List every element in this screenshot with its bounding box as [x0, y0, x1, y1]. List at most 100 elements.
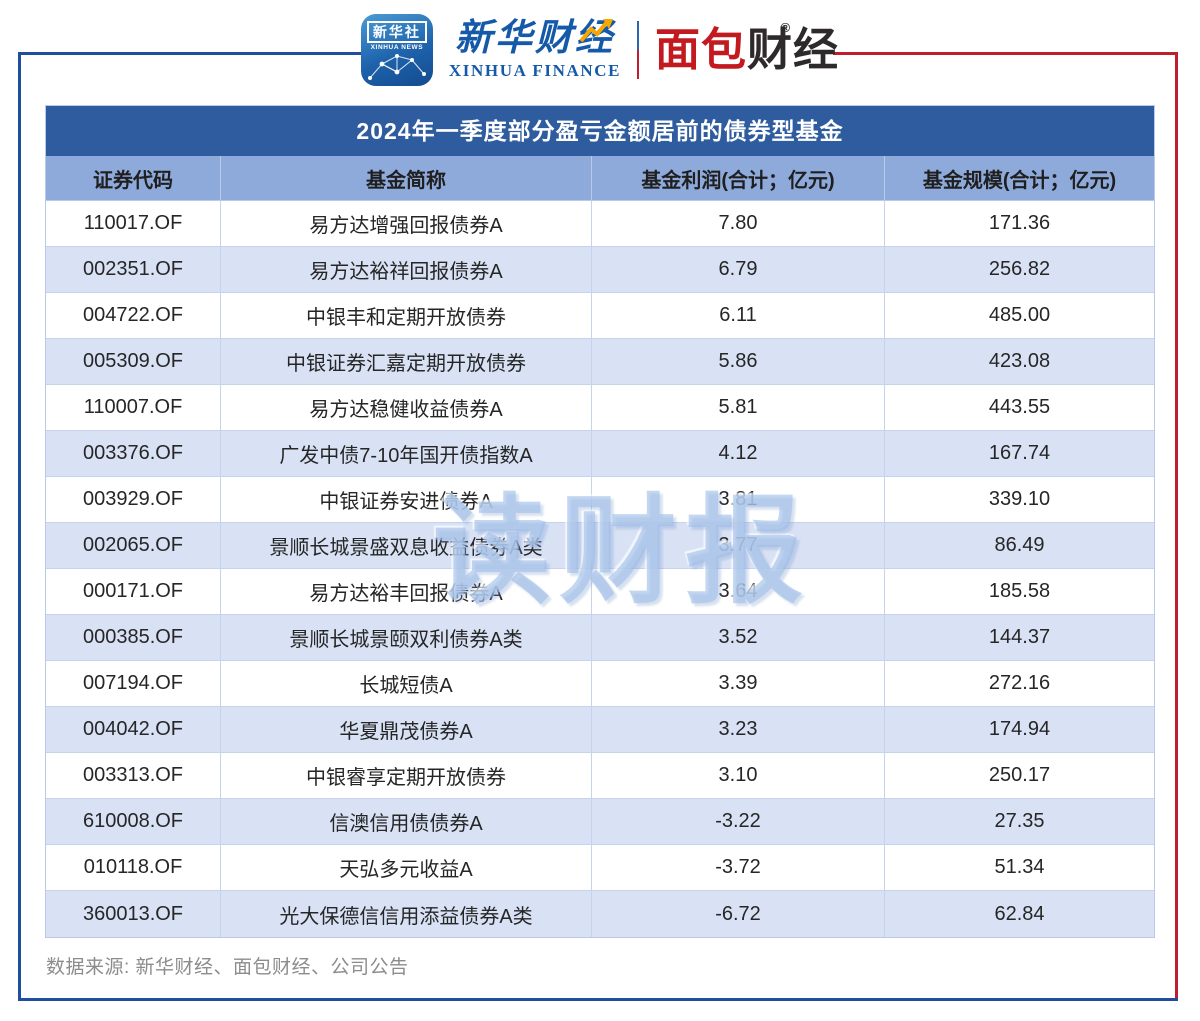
- xinhua-news-app-subtitle: XINHUA NEWS: [370, 44, 424, 51]
- table-row: 003313.OF 中银睿享定期开放债券 3.10 250.17: [46, 753, 1154, 799]
- fund-profit: 3.77: [592, 523, 885, 569]
- xinhua-finance-cn: 新华财经: [454, 18, 615, 59]
- data-source-note: 数据来源: 新华财经、面包财经、公司公告: [46, 957, 409, 978]
- fund-code: 004042.OF: [46, 707, 221, 753]
- fund-name: 中银丰和定期开放债券: [221, 293, 592, 339]
- fund-code: 003376.OF: [46, 431, 221, 477]
- table-row: 002351.OF 易方达裕祥回报债券A 6.79 256.82: [46, 247, 1154, 293]
- frame-top-left-line: [18, 52, 368, 55]
- fund-profit: 5.86: [592, 339, 885, 385]
- fund-scale: 423.08: [885, 339, 1154, 385]
- table-header-row: 证券代码 基金简称 基金利润(合计；亿元) 基金规模(合计；亿元): [46, 156, 1154, 201]
- fund-profit: 3.64: [592, 569, 885, 615]
- fund-scale: 443.55: [885, 385, 1154, 431]
- xinhua-news-app-title: 新华社: [366, 21, 427, 43]
- fund-code: 002065.OF: [46, 523, 221, 569]
- fund-profit: 3.39: [592, 661, 885, 707]
- table-row: 004722.OF 中银丰和定期开放债券 6.11 485.00: [46, 293, 1154, 339]
- table-row: 010118.OF 天弘多元收益A -3.72 51.34: [46, 845, 1154, 891]
- fund-name: 广发中债7-10年国开债指数A: [221, 431, 592, 477]
- table-row: 007194.OF 长城短债A 3.39 272.16: [46, 661, 1154, 707]
- fund-code: 003313.OF: [46, 753, 221, 799]
- fund-name: 中银证券汇嘉定期开放债券: [221, 339, 592, 385]
- network-constellation-icon: [367, 54, 426, 80]
- table-row: 003376.OF 广发中债7-10年国开债指数A 4.12 167.74: [46, 431, 1154, 477]
- mianbao-finance-cn-red: 面包: [655, 24, 748, 75]
- fund-code: 002351.OF: [46, 247, 221, 293]
- fund-profit: 5.81: [592, 385, 885, 431]
- fund-code: 004722.OF: [46, 293, 221, 339]
- fund-profit: -3.22: [592, 799, 885, 845]
- registered-trademark-icon: ®: [780, 20, 792, 35]
- column-header-profit: 基金利润(合计；亿元): [592, 156, 885, 201]
- fund-profit: 7.80: [592, 201, 885, 247]
- fund-profit: 6.11: [592, 293, 885, 339]
- fund-code: 000171.OF: [46, 569, 221, 615]
- fund-name: 易方达裕丰回报债券A: [221, 569, 592, 615]
- xinhua-finance-logo: 新华财经 XINHUA FINANCE: [449, 19, 621, 81]
- fund-name: 华夏鼎茂债券A: [221, 707, 592, 753]
- fund-scale: 62.84: [994, 902, 1045, 925]
- fund-scale: 485.00: [885, 293, 1154, 339]
- fund-scale: 27.35: [885, 799, 1154, 845]
- rising-arrow-icon: [579, 19, 614, 43]
- fund-table: 2024年一季度部分盈亏金额居前的债券型基金 证券代码 基金简称 基金利润(合计…: [45, 105, 1155, 938]
- fund-code: 110017.OF: [46, 201, 221, 247]
- fund-scale: 250.17: [885, 753, 1154, 799]
- column-header-scale: 基金规模(合计；亿元): [885, 156, 1154, 201]
- fund-name: 景顺长城景盛双息收益债券A类: [221, 523, 592, 569]
- fund-name: 光大保德信信用添益债券A类: [221, 891, 592, 937]
- fund-scale: 174.94: [885, 707, 1154, 753]
- table-row: 002065.OF 景顺长城景盛双息收益债券A类 3.77 86.49: [46, 523, 1154, 569]
- fund-name: 易方达裕祥回报债券A: [221, 247, 592, 293]
- table-row: 610008.OF 信澳信用债债券A -3.22 27.35: [46, 799, 1154, 845]
- fund-code: 360013.OF: [46, 891, 221, 937]
- fund-profit: 3.10: [592, 753, 885, 799]
- fund-code: 000385.OF: [46, 615, 221, 661]
- fund-scale: 171.36: [885, 201, 1154, 247]
- table-title: 2024年一季度部分盈亏金额居前的债券型基金: [46, 106, 1154, 156]
- logo-divider: [637, 21, 640, 79]
- fund-code: 007194.OF: [46, 661, 221, 707]
- table-row: 110007.OF 易方达稳健收益债券A 5.81 443.55: [46, 385, 1154, 431]
- fund-scale: 185.58: [885, 569, 1154, 615]
- fund-scale: 144.37: [885, 615, 1154, 661]
- table-row: 004042.OF 华夏鼎茂债券A 3.23 174.94: [46, 707, 1154, 753]
- frame-right-line: [1175, 52, 1178, 1001]
- fund-profit: -6.72: [592, 891, 885, 937]
- fund-profit: -3.72: [592, 845, 885, 891]
- fund-profit: 6.79: [592, 247, 885, 293]
- xinhua-news-app-icon: 新华社 XINHUA NEWS: [360, 14, 433, 86]
- fund-scale: 51.34: [885, 845, 1154, 891]
- fund-code: 010118.OF: [46, 845, 221, 891]
- fund-name: 长城短债A: [221, 661, 592, 707]
- fund-scale: 272.16: [885, 661, 1154, 707]
- column-header-name: 基金简称: [221, 156, 592, 201]
- header-logos: 新华社 XINHUA NEWS 新华财经 XINHUA FINANCE: [0, 10, 1200, 90]
- fund-name: 景顺长城景颐双利债券A类: [221, 615, 592, 661]
- table-row: 005309.OF 中银证券汇嘉定期开放债券 5.86 423.08: [46, 339, 1154, 385]
- fund-scale: 256.82: [885, 247, 1154, 293]
- fund-name: 信澳信用债债券A: [221, 799, 592, 845]
- frame-top-right-line: [833, 52, 1178, 55]
- fund-profit: 3.81: [592, 477, 885, 523]
- fund-name: 中银睿享定期开放债券: [221, 753, 592, 799]
- mianbao-finance-logo: 面包财经 ®: [655, 15, 839, 85]
- fund-name: 易方达增强回报债券A: [221, 201, 592, 247]
- fund-code: 110007.OF: [46, 385, 221, 431]
- fund-profit: 3.52: [592, 615, 885, 661]
- table-row: 360013.OF 光大保德信信用添益债券A类 -6.72 62.84: [46, 891, 1154, 937]
- column-header-code: 证券代码: [46, 156, 221, 201]
- frame-bottom-line: [18, 998, 1178, 1001]
- fund-code: 005309.OF: [46, 339, 221, 385]
- fund-scale: 86.49: [885, 523, 1154, 569]
- fund-profit: 4.12: [592, 431, 885, 477]
- table-row: 000385.OF 景顺长城景颐双利债券A类 3.52 144.37: [46, 615, 1154, 661]
- table-row: 110017.OF 易方达增强回报债券A 7.80 171.36: [46, 201, 1154, 247]
- table-row: 003929.OF 中银证券安进债券A 3.81 339.10: [46, 477, 1154, 523]
- table-row: 000171.OF 易方达裕丰回报债券A 3.64 185.58: [46, 569, 1154, 615]
- fund-code: 610008.OF: [46, 799, 221, 845]
- xinhua-finance-en: XINHUA FINANCE: [448, 61, 622, 80]
- frame-left-line: [18, 52, 21, 1001]
